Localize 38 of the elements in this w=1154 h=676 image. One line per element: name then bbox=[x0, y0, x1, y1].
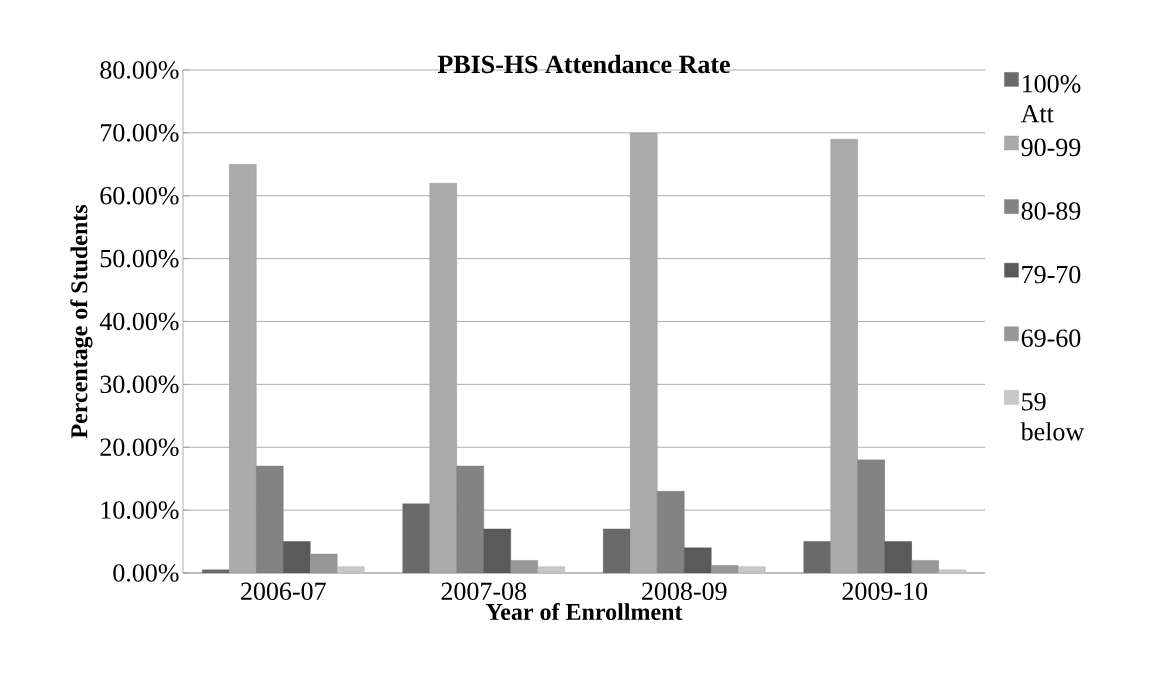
x-axis-title: Year of Enrollment bbox=[486, 602, 683, 621]
y-axis-title: Percentage of Students bbox=[70, 205, 93, 439]
bar bbox=[938, 569, 966, 573]
legend-label: 69-60 bbox=[1021, 329, 1081, 347]
x-tick-label: 2008-09 bbox=[642, 582, 727, 601]
bar bbox=[884, 541, 912, 573]
y-tick-label: 40.00% bbox=[99, 312, 179, 331]
y-tick-label: 80.00% bbox=[100, 61, 179, 79]
legend-label: 80-89 bbox=[1021, 202, 1081, 220]
y-tick-label: 70.00% bbox=[101, 124, 179, 142]
legend-label: 90-99 bbox=[1021, 138, 1081, 157]
y-tick-label: 30.00% bbox=[100, 375, 179, 394]
y-tick-label: 20.00% bbox=[100, 438, 179, 457]
y-tick-label: 0.00% bbox=[113, 564, 179, 582]
bar bbox=[857, 459, 885, 573]
bar bbox=[684, 547, 712, 573]
x-tick-label: 2007-08 bbox=[441, 582, 527, 601]
bar bbox=[483, 528, 511, 573]
y-tick-label: 60.00% bbox=[100, 186, 179, 205]
bar bbox=[256, 465, 284, 573]
bar bbox=[402, 503, 430, 573]
chart-title: PBIS-HS Attendance Rate bbox=[437, 54, 730, 74]
legend-label: 79-70 bbox=[1022, 265, 1081, 284]
x-tick-label: 2006-07 bbox=[241, 582, 326, 601]
bar bbox=[337, 566, 365, 573]
bar bbox=[657, 491, 685, 573]
bar bbox=[803, 541, 831, 573]
bar bbox=[202, 569, 230, 573]
legend-label: 59 below bbox=[1020, 393, 1085, 441]
y-tick-label: 50.00% bbox=[100, 249, 179, 268]
bar bbox=[738, 566, 766, 573]
bar bbox=[537, 566, 565, 573]
bar bbox=[283, 541, 311, 573]
x-tick-label: 2009-10 bbox=[842, 582, 928, 601]
legend-label: 100% Att bbox=[1020, 75, 1081, 123]
bar bbox=[603, 528, 631, 573]
y-tick-label: 10.00% bbox=[101, 501, 179, 519]
bar bbox=[456, 465, 484, 573]
